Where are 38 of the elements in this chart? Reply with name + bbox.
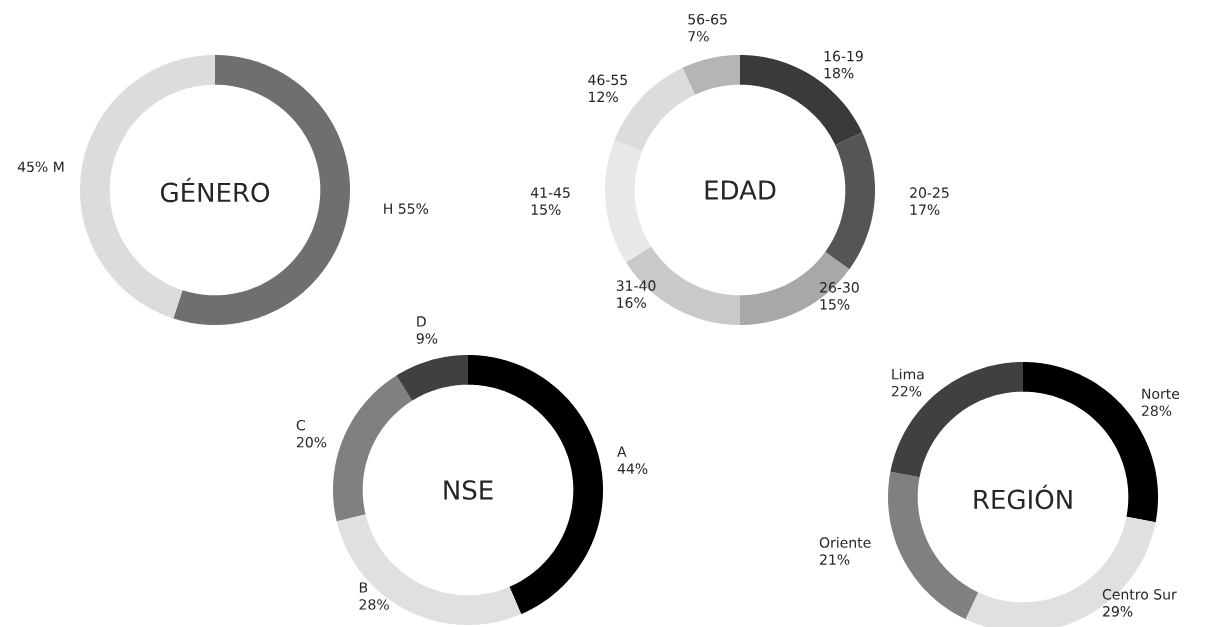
data-label: 55%: [398, 203, 429, 214]
slice-label: H: [384, 203, 392, 214]
slice-label: Centro Sur: [1102, 589, 1177, 600]
slice-label: B: [359, 582, 368, 593]
data-label: 15%: [820, 299, 850, 310]
data-label: 7%: [688, 30, 709, 42]
data-label: 28%: [1141, 405, 1172, 417]
slice-label: Lima: [892, 368, 924, 380]
slice-label: 16-19: [824, 50, 863, 62]
slice-label: Norte: [1142, 388, 1180, 400]
slice-label: 26-30: [820, 282, 859, 293]
data-label: 12%: [589, 91, 618, 103]
text: REGIÓN: [974, 484, 1072, 510]
data-label: 16%: [617, 297, 647, 308]
data-label: 9%: [416, 333, 438, 344]
slice-label: Oriente: [819, 537, 871, 548]
slice-label: 41-45: [530, 187, 570, 198]
text: NSE: [444, 480, 493, 500]
data-label: 18%: [824, 67, 854, 79]
slice-label: 31-40: [616, 280, 656, 291]
text: EDAD: [705, 180, 776, 200]
data-label: 29%: [1103, 606, 1133, 617]
slice-label: 20-25: [910, 187, 949, 198]
text: GÉNERO: [160, 177, 270, 203]
data-label: 45%: [17, 161, 48, 173]
slice-label: 56-65: [688, 13, 727, 25]
slice-label: D: [417, 316, 426, 327]
data-label: 15%: [531, 204, 561, 215]
data-label: 28%: [359, 599, 389, 610]
slice-label: M: [54, 161, 64, 172]
data-label: 21%: [820, 554, 850, 565]
data-label: 44%: [617, 463, 648, 474]
data-label: 22%: [891, 385, 922, 397]
slice-label: 46-55: [588, 74, 627, 86]
slice-label: C: [296, 419, 305, 431]
data-label: 17%: [910, 204, 940, 215]
slice-label: A: [617, 446, 627, 457]
data-label: 20%: [296, 436, 327, 448]
